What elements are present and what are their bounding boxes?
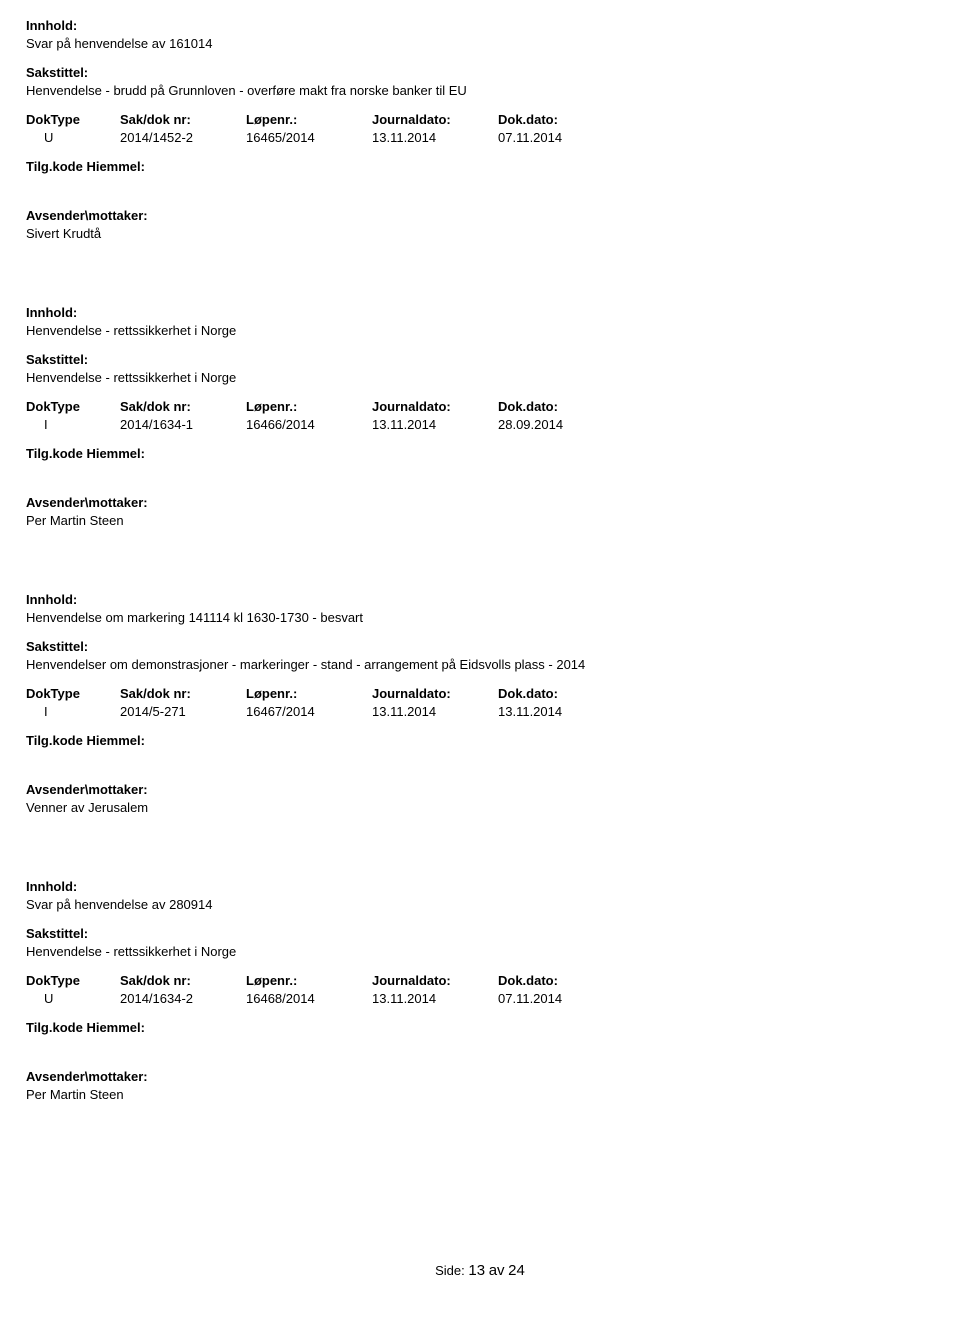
sakdok-value: 2014/1634-1	[120, 417, 220, 432]
hjemmel-label: Hiemmel:	[86, 446, 145, 461]
tilgkode-label: Tilg.kode	[26, 446, 83, 461]
hjemmel-label: Hiemmel:	[86, 733, 145, 748]
sakstittel-label: Sakstittel:	[26, 65, 934, 80]
tilgkode-row: Tilg.kode Hiemmel:	[26, 1020, 934, 1035]
innhold-label: Innhold:	[26, 18, 934, 33]
innhold-label: Innhold:	[26, 592, 934, 607]
journaldato-header: Journaldato:	[372, 686, 472, 701]
column-headers: DokType Sak/dok nr: Løpenr.: Journaldato…	[26, 112, 934, 127]
sakdok-header: Sak/dok nr:	[120, 399, 220, 414]
tilgkode-label: Tilg.kode	[26, 1020, 83, 1035]
column-headers: DokType Sak/dok nr: Løpenr.: Journaldato…	[26, 399, 934, 414]
tilgkode-label: Tilg.kode	[26, 159, 83, 174]
hjemmel-label: Hiemmel:	[86, 1020, 145, 1035]
doktype-header: DokType	[26, 686, 94, 701]
sender-value: Sivert Krudtå	[26, 226, 934, 241]
content-text: Svar på henvendelse av 161014	[26, 36, 934, 51]
tilgkode-label: Tilg.kode	[26, 733, 83, 748]
journal-entry: Innhold: Svar på henvendelse av 280914 S…	[26, 879, 934, 1102]
title-text: Henvendelse - rettssikkerhet i Norge	[26, 944, 934, 959]
column-values: I 2014/5-271 16467/2014 13.11.2014 13.11…	[26, 704, 934, 719]
journaldato-value: 13.11.2014	[372, 991, 472, 1006]
column-values: U 2014/1634-2 16468/2014 13.11.2014 07.1…	[26, 991, 934, 1006]
column-values: I 2014/1634-1 16466/2014 13.11.2014 28.0…	[26, 417, 934, 432]
footer-page-number: 13	[468, 1262, 485, 1279]
doktype-header: DokType	[26, 973, 94, 988]
avsender-label: Avsender\mottaker:	[26, 782, 934, 797]
journal-entry: Innhold: Henvendelse om markering 141114…	[26, 592, 934, 815]
footer-av-label: av	[489, 1262, 505, 1279]
sakdok-value: 2014/1452-2	[120, 130, 220, 145]
lopenr-header: Løpenr.:	[246, 973, 346, 988]
journaldato-value: 13.11.2014	[372, 704, 472, 719]
sender-value: Per Martin Steen	[26, 1087, 934, 1102]
sakdok-value: 2014/5-271	[120, 704, 220, 719]
lopenr-header: Løpenr.:	[246, 686, 346, 701]
journaldato-value: 13.11.2014	[372, 417, 472, 432]
column-headers: DokType Sak/dok nr: Løpenr.: Journaldato…	[26, 686, 934, 701]
title-text: Henvendelse - rettssikkerhet i Norge	[26, 370, 934, 385]
dokdato-header: Dok.dato:	[498, 973, 598, 988]
column-headers: DokType Sak/dok nr: Løpenr.: Journaldato…	[26, 973, 934, 988]
dokdato-header: Dok.dato:	[498, 112, 598, 127]
doktype-value: U	[26, 130, 94, 145]
sakdok-header: Sak/dok nr:	[120, 973, 220, 988]
content-text: Svar på henvendelse av 280914	[26, 897, 934, 912]
footer-side-label: Side:	[435, 1263, 465, 1278]
journaldato-value: 13.11.2014	[372, 130, 472, 145]
sakdok-header: Sak/dok nr:	[120, 112, 220, 127]
innhold-label: Innhold:	[26, 305, 934, 320]
doktype-header: DokType	[26, 112, 94, 127]
page-footer: Side: 13 av 24	[26, 1262, 934, 1279]
title-text: Henvendelse - brudd på Grunnloven - over…	[26, 83, 934, 98]
dokdato-value: 07.11.2014	[498, 130, 598, 145]
doktype-value: I	[26, 704, 94, 719]
sakdok-header: Sak/dok nr:	[120, 686, 220, 701]
sakstittel-label: Sakstittel:	[26, 639, 934, 654]
dokdato-header: Dok.dato:	[498, 399, 598, 414]
lopenr-value: 16468/2014	[246, 991, 346, 1006]
innhold-label: Innhold:	[26, 879, 934, 894]
lopenr-header: Løpenr.:	[246, 399, 346, 414]
tilgkode-row: Tilg.kode Hiemmel:	[26, 446, 934, 461]
journal-entry: Innhold: Henvendelse - rettssikkerhet i …	[26, 305, 934, 528]
doktype-value: U	[26, 991, 94, 1006]
sender-value: Per Martin Steen	[26, 513, 934, 528]
title-text: Henvendelser om demonstrasjoner - marker…	[26, 657, 934, 672]
dokdato-value: 07.11.2014	[498, 991, 598, 1006]
sakdok-value: 2014/1634-2	[120, 991, 220, 1006]
dokdato-value: 28.09.2014	[498, 417, 598, 432]
lopenr-header: Løpenr.:	[246, 112, 346, 127]
journal-entry: Innhold: Svar på henvendelse av 161014 S…	[26, 18, 934, 241]
dokdato-value: 13.11.2014	[498, 704, 598, 719]
column-values: U 2014/1452-2 16465/2014 13.11.2014 07.1…	[26, 130, 934, 145]
doktype-header: DokType	[26, 399, 94, 414]
sakstittel-label: Sakstittel:	[26, 352, 934, 367]
avsender-label: Avsender\mottaker:	[26, 208, 934, 223]
sender-value: Venner av Jerusalem	[26, 800, 934, 815]
dokdato-header: Dok.dato:	[498, 686, 598, 701]
journaldato-header: Journaldato:	[372, 973, 472, 988]
hjemmel-label: Hiemmel:	[86, 159, 145, 174]
content-text: Henvendelse om markering 141114 kl 1630-…	[26, 610, 934, 625]
avsender-label: Avsender\mottaker:	[26, 495, 934, 510]
doktype-value: I	[26, 417, 94, 432]
journaldato-header: Journaldato:	[372, 399, 472, 414]
avsender-label: Avsender\mottaker:	[26, 1069, 934, 1084]
content-text: Henvendelse - rettssikkerhet i Norge	[26, 323, 934, 338]
lopenr-value: 16465/2014	[246, 130, 346, 145]
footer-total-pages: 24	[508, 1262, 525, 1279]
tilgkode-row: Tilg.kode Hiemmel:	[26, 159, 934, 174]
journaldato-header: Journaldato:	[372, 112, 472, 127]
lopenr-value: 16466/2014	[246, 417, 346, 432]
lopenr-value: 16467/2014	[246, 704, 346, 719]
sakstittel-label: Sakstittel:	[26, 926, 934, 941]
tilgkode-row: Tilg.kode Hiemmel:	[26, 733, 934, 748]
